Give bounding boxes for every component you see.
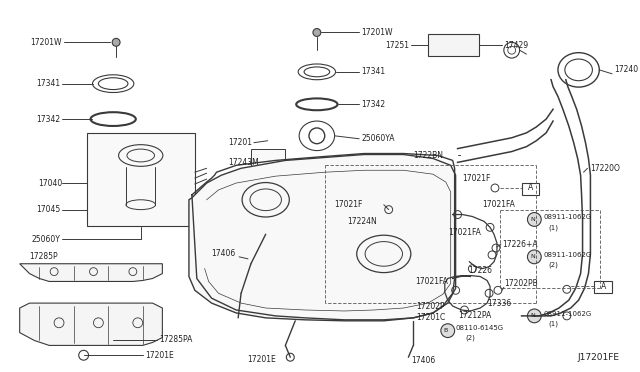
Circle shape <box>313 29 321 36</box>
Text: 17429: 17429 <box>504 41 528 50</box>
Text: 1722BN: 1722BN <box>413 151 444 160</box>
Text: 17251: 17251 <box>385 41 410 50</box>
Bar <box>522 183 540 195</box>
Text: 08110-6145G: 08110-6145G <box>456 325 504 331</box>
Text: 17021F: 17021F <box>335 200 363 209</box>
Text: 17212PA: 17212PA <box>459 311 492 320</box>
Circle shape <box>441 324 454 337</box>
Text: B: B <box>444 328 448 333</box>
Text: 17342: 17342 <box>361 100 385 109</box>
Text: J17201FE: J17201FE <box>578 353 620 362</box>
Text: 17240: 17240 <box>614 65 638 74</box>
Text: (2): (2) <box>465 334 476 341</box>
Bar <box>595 282 612 293</box>
Circle shape <box>527 212 541 226</box>
Text: 17226: 17226 <box>468 266 492 275</box>
Text: (1): (1) <box>548 224 558 231</box>
Text: 17045: 17045 <box>36 205 60 214</box>
Text: 17220O: 17220O <box>591 164 620 173</box>
Text: 17224N: 17224N <box>348 217 377 226</box>
Circle shape <box>527 309 541 323</box>
Circle shape <box>112 38 120 46</box>
Text: 17406: 17406 <box>412 356 436 365</box>
Text: 17406: 17406 <box>212 249 236 259</box>
Text: 08911-1062G: 08911-1062G <box>543 311 591 317</box>
Text: 17342: 17342 <box>36 115 60 124</box>
Text: 17201W: 17201W <box>361 28 393 37</box>
Circle shape <box>527 250 541 264</box>
Text: 17201E: 17201E <box>146 351 174 360</box>
Text: 17201: 17201 <box>228 138 252 147</box>
Text: 17285P: 17285P <box>29 252 58 262</box>
Text: (1): (1) <box>548 321 558 327</box>
Text: 08911-1062G: 08911-1062G <box>543 215 591 221</box>
Text: 17285PA: 17285PA <box>159 335 193 344</box>
Text: A: A <box>600 282 606 291</box>
Text: 25060YA: 25060YA <box>361 134 395 143</box>
Text: 17202P: 17202P <box>416 302 445 311</box>
Bar <box>86 133 195 226</box>
Text: 17021FA: 17021FA <box>482 200 515 209</box>
Text: 08911-1062G: 08911-1062G <box>543 252 591 258</box>
Bar <box>428 35 479 56</box>
Text: 17201C: 17201C <box>416 313 445 323</box>
Bar <box>251 148 285 178</box>
Text: 17243M: 17243M <box>228 158 259 167</box>
Text: 17341: 17341 <box>361 67 385 76</box>
Text: 17201E: 17201E <box>247 355 276 364</box>
Text: N: N <box>530 254 535 259</box>
Text: 17040: 17040 <box>38 179 62 187</box>
Text: 17336: 17336 <box>487 299 511 308</box>
Text: (2): (2) <box>548 262 558 268</box>
Text: 25060Y: 25060Y <box>31 235 60 244</box>
Polygon shape <box>189 154 456 321</box>
Text: 17021F: 17021F <box>463 174 491 183</box>
Text: 17021FA: 17021FA <box>415 277 448 286</box>
Text: N: N <box>530 217 535 222</box>
Polygon shape <box>20 264 163 282</box>
Text: 17021FA: 17021FA <box>448 228 481 237</box>
Polygon shape <box>20 303 163 346</box>
Text: 17202PB: 17202PB <box>504 279 538 288</box>
Text: 17201W: 17201W <box>31 38 62 47</box>
Text: A: A <box>528 183 533 192</box>
Text: 17341: 17341 <box>36 79 60 88</box>
Text: 17226+A: 17226+A <box>502 240 538 248</box>
Text: N: N <box>530 313 535 318</box>
